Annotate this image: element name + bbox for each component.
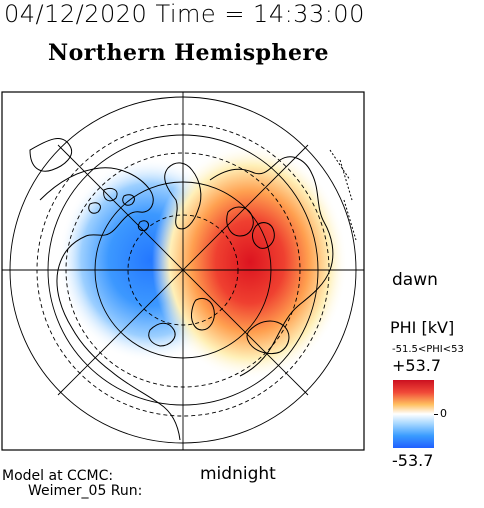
midnight-label: midnight	[200, 464, 276, 484]
svalbard-coast	[226, 206, 254, 237]
scandinavia-coast	[246, 320, 290, 355]
meridian-line	[57, 144, 309, 396]
colorbar-title: PHI [kV]	[390, 318, 455, 337]
colorbar-range-text: -51.5<PHI<53	[392, 344, 464, 355]
colorbar	[393, 380, 434, 448]
colorbar-zero-tick	[434, 414, 438, 415]
coastlines	[29, 137, 357, 441]
hemisphere-title: Northern Hemisphere	[48, 40, 330, 66]
colorbar-zero-label: 0	[440, 407, 447, 420]
north-america-coast	[39, 167, 181, 441]
colorbar-min-label: -53.7	[392, 451, 434, 470]
siberia-coast	[329, 149, 357, 241]
hudson-bay-coast	[148, 322, 176, 347]
datetime-title: 04/12/2020 Time = 14:33:00	[4, 0, 365, 28]
alaska-coast	[29, 137, 72, 172]
colorbar-max-label: +53.7	[392, 356, 442, 375]
run-label: Weimer_05 Run:	[28, 483, 143, 499]
meridian-lines	[2, 92, 364, 450]
model-label: Model at CCMC:	[2, 468, 114, 484]
dawn-label: dawn	[392, 270, 438, 290]
eurasia-coast	[209, 156, 334, 377]
iceland-coast	[191, 297, 215, 331]
greenland-coast	[164, 162, 202, 230]
arctic-islands	[88, 187, 149, 231]
positive-potential-cell	[152, 144, 348, 380]
novaya-zemlya-coast	[252, 222, 275, 249]
